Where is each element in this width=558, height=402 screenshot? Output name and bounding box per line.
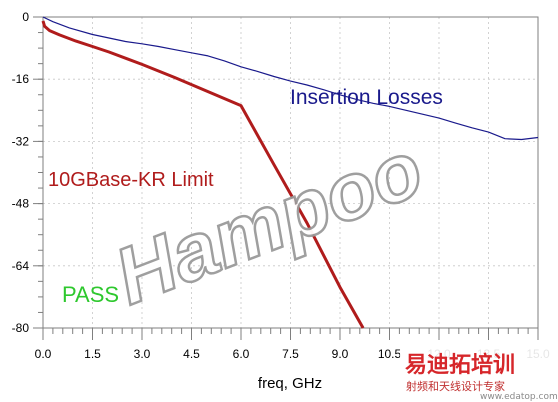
x-tick-label: 6.0: [233, 347, 250, 361]
logo-sub-text: 射频和天线设计专家: [406, 379, 505, 393]
y-tick-label: -16: [12, 72, 30, 86]
x-tick-label: 3.0: [134, 347, 151, 361]
grid: [42, 16, 539, 329]
corner-logo: 易迪拓培训 射频和天线设计专家 www.edatop.com: [400, 345, 558, 402]
y-tick-labels: 0 -16 -32 -48 -64 -80: [12, 10, 43, 335]
annotation-insertion-losses: Insertion Losses: [290, 86, 443, 109]
x-tick-label: 0.0: [35, 347, 52, 361]
x-axis-title: freq, GHz: [258, 375, 322, 392]
series-kr-limit: [41, 20, 365, 329]
logo-main-text: 易迪拓培训: [405, 352, 515, 378]
x-tick-label: 4.5: [183, 347, 200, 361]
series-lines: [41, 16, 539, 329]
x-tick-label: 10.5: [378, 347, 402, 361]
y-tick-label: 0: [22, 10, 29, 24]
x-tick-label: 7.5: [282, 347, 299, 361]
y-tick-label: -32: [12, 134, 30, 148]
y-tick-label: -48: [12, 197, 30, 211]
logo-url-text: www.edatop.com: [480, 392, 558, 402]
y-tick-label: -64: [12, 259, 30, 273]
annotation-pass: PASS: [62, 282, 119, 307]
y-tick-label: -80: [12, 321, 30, 335]
x-tick-label: 9.0: [332, 347, 349, 361]
annotation-kr-limit: 10GBase-KR Limit: [48, 169, 214, 191]
x-tick-label: 1.5: [84, 347, 101, 361]
series-insertion-losses: [42, 16, 539, 141]
